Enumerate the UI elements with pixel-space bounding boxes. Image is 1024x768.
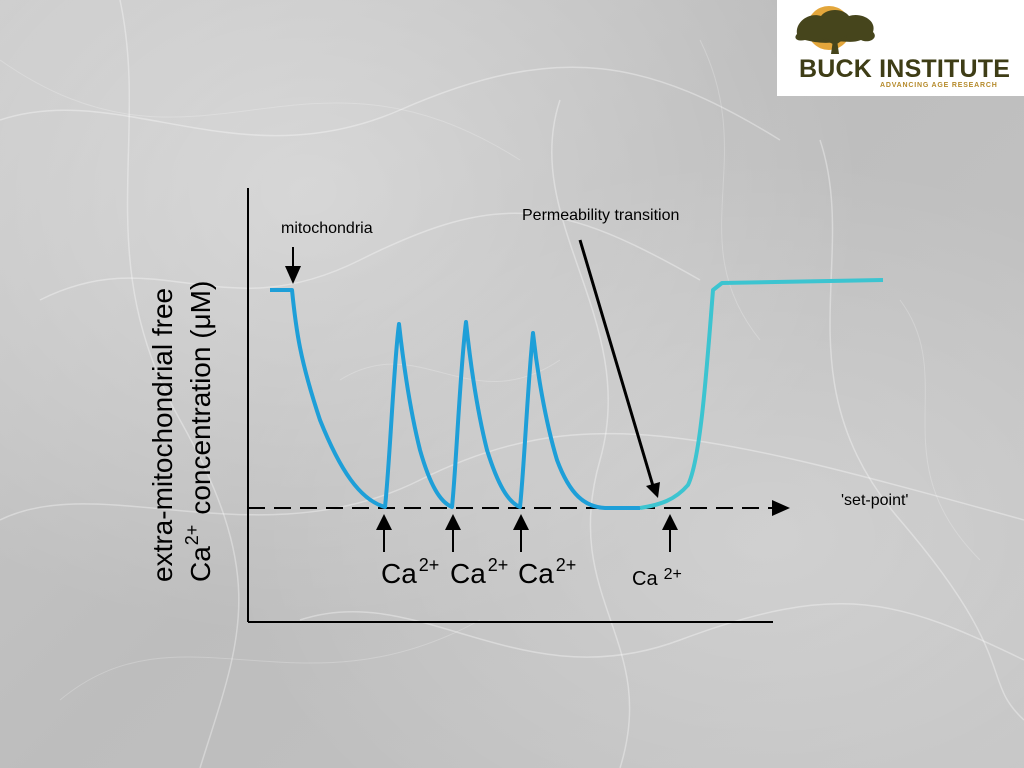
- mitochondria-label: mitochondria: [281, 220, 373, 237]
- ca-label-2: Ca 2+: [450, 555, 508, 589]
- permeability-arrow: [578, 239, 655, 487]
- ca-addition-arrow-1: [376, 514, 392, 552]
- ca-label-1: Ca 2+: [381, 555, 439, 589]
- ca-label-3: Ca 2+: [518, 555, 576, 589]
- setpoint-label: 'set-point': [841, 492, 908, 509]
- permeability-arrowhead: [646, 482, 660, 498]
- ca-addition-arrow-3: [513, 514, 529, 552]
- calcium-trace-transition: [639, 278, 884, 510]
- logo-subtitle: ADVANCING AGE RESEARCH: [880, 82, 998, 89]
- oak-tree-icon: [795, 6, 875, 54]
- ca-label-4: Ca 2+: [632, 566, 682, 590]
- y-axis-label-line2: Ca2+concentration (μM): [182, 281, 216, 582]
- permeability-transition-label: Permeability transition: [522, 207, 679, 224]
- ca-addition-arrow-4: [662, 514, 678, 552]
- logo-title: BUCK INSTITUTE: [799, 55, 1011, 83]
- mitochondria-arrowhead: [285, 266, 301, 284]
- buck-institute-logo: BUCK INSTITUTE ADVANCING AGE RESEARCH: [777, 0, 1024, 96]
- ca-addition-arrow-2: [445, 514, 461, 552]
- y-axis-label-line1: extra-mitochondrial free: [147, 288, 178, 582]
- calcium-trace: [270, 288, 640, 510]
- setpoint-arrowhead: [772, 500, 790, 516]
